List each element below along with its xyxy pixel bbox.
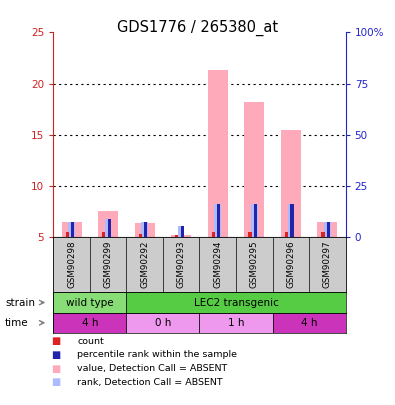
Text: GSM90297: GSM90297	[323, 241, 332, 288]
Bar	[321, 232, 325, 288]
Bar	[254, 204, 257, 288]
Text: ■: ■	[51, 350, 60, 360]
Bar	[135, 223, 155, 288]
Bar	[327, 222, 330, 288]
Bar	[62, 222, 82, 288]
Bar	[178, 226, 184, 288]
Bar	[53, 292, 126, 313]
Text: ■: ■	[51, 364, 60, 373]
Text: rank, Detection Call = ABSENT: rank, Detection Call = ABSENT	[77, 378, 223, 387]
Text: GSM90296: GSM90296	[286, 241, 295, 288]
Bar	[141, 222, 148, 288]
Bar	[71, 222, 74, 288]
Bar	[181, 226, 184, 288]
Text: LEC2 transgenic: LEC2 transgenic	[194, 298, 278, 307]
Bar	[126, 292, 346, 313]
Text: GSM90299: GSM90299	[103, 241, 113, 288]
Text: GSM90298: GSM90298	[67, 241, 76, 288]
Bar	[244, 102, 264, 288]
Bar	[212, 232, 215, 288]
Bar	[53, 313, 126, 333]
Bar	[288, 204, 294, 288]
Text: time: time	[5, 318, 29, 328]
Text: value, Detection Call = ABSENT: value, Detection Call = ABSENT	[77, 364, 227, 373]
Bar	[273, 313, 346, 333]
Text: 1 h: 1 h	[228, 318, 244, 328]
Bar	[208, 70, 228, 288]
Bar	[144, 222, 147, 288]
Text: GDS1776 / 265380_at: GDS1776 / 265380_at	[117, 19, 278, 36]
Bar	[248, 232, 252, 288]
Text: wild type: wild type	[66, 298, 114, 307]
Bar	[171, 235, 191, 288]
Bar	[139, 234, 142, 288]
Bar	[317, 222, 337, 288]
Text: count: count	[77, 337, 104, 345]
Bar	[66, 232, 69, 288]
Bar	[285, 232, 288, 288]
Text: ■: ■	[51, 377, 60, 387]
Bar	[107, 219, 111, 288]
Bar	[105, 219, 111, 288]
Bar	[324, 222, 331, 288]
Bar	[281, 130, 301, 288]
Text: percentile rank within the sample: percentile rank within the sample	[77, 350, 237, 359]
Bar	[214, 204, 221, 288]
Bar	[126, 313, 199, 333]
Text: GSM90294: GSM90294	[213, 241, 222, 288]
Bar	[175, 235, 179, 288]
Text: 0 h: 0 h	[155, 318, 171, 328]
Text: GSM90293: GSM90293	[177, 241, 186, 288]
Bar	[68, 222, 75, 288]
Bar	[251, 204, 258, 288]
Bar	[199, 313, 273, 333]
Text: 4 h: 4 h	[301, 318, 317, 328]
Text: ■: ■	[51, 336, 60, 346]
Text: GSM90292: GSM90292	[140, 241, 149, 288]
Text: GSM90295: GSM90295	[250, 241, 259, 288]
Bar	[217, 204, 220, 288]
Bar	[102, 232, 105, 288]
Text: strain: strain	[5, 298, 35, 307]
Bar	[98, 211, 118, 288]
Text: 4 h: 4 h	[82, 318, 98, 328]
Bar	[290, 204, 293, 288]
